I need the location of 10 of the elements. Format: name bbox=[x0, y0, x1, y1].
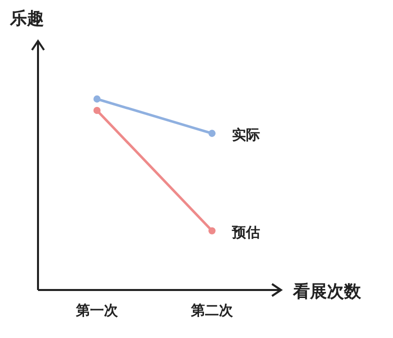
series-label: 预估 bbox=[231, 224, 260, 241]
x-tick-label: 第二次 bbox=[190, 303, 234, 319]
y-axis-title: 乐趣 bbox=[9, 9, 44, 29]
x-axis-title: 看展次数 bbox=[292, 282, 362, 302]
point bbox=[208, 227, 216, 234]
series-label: 实际 bbox=[232, 126, 260, 144]
point bbox=[208, 130, 216, 137]
point bbox=[93, 95, 101, 103]
point bbox=[93, 106, 101, 114]
x-tick-label: 第一次 bbox=[75, 303, 119, 319]
